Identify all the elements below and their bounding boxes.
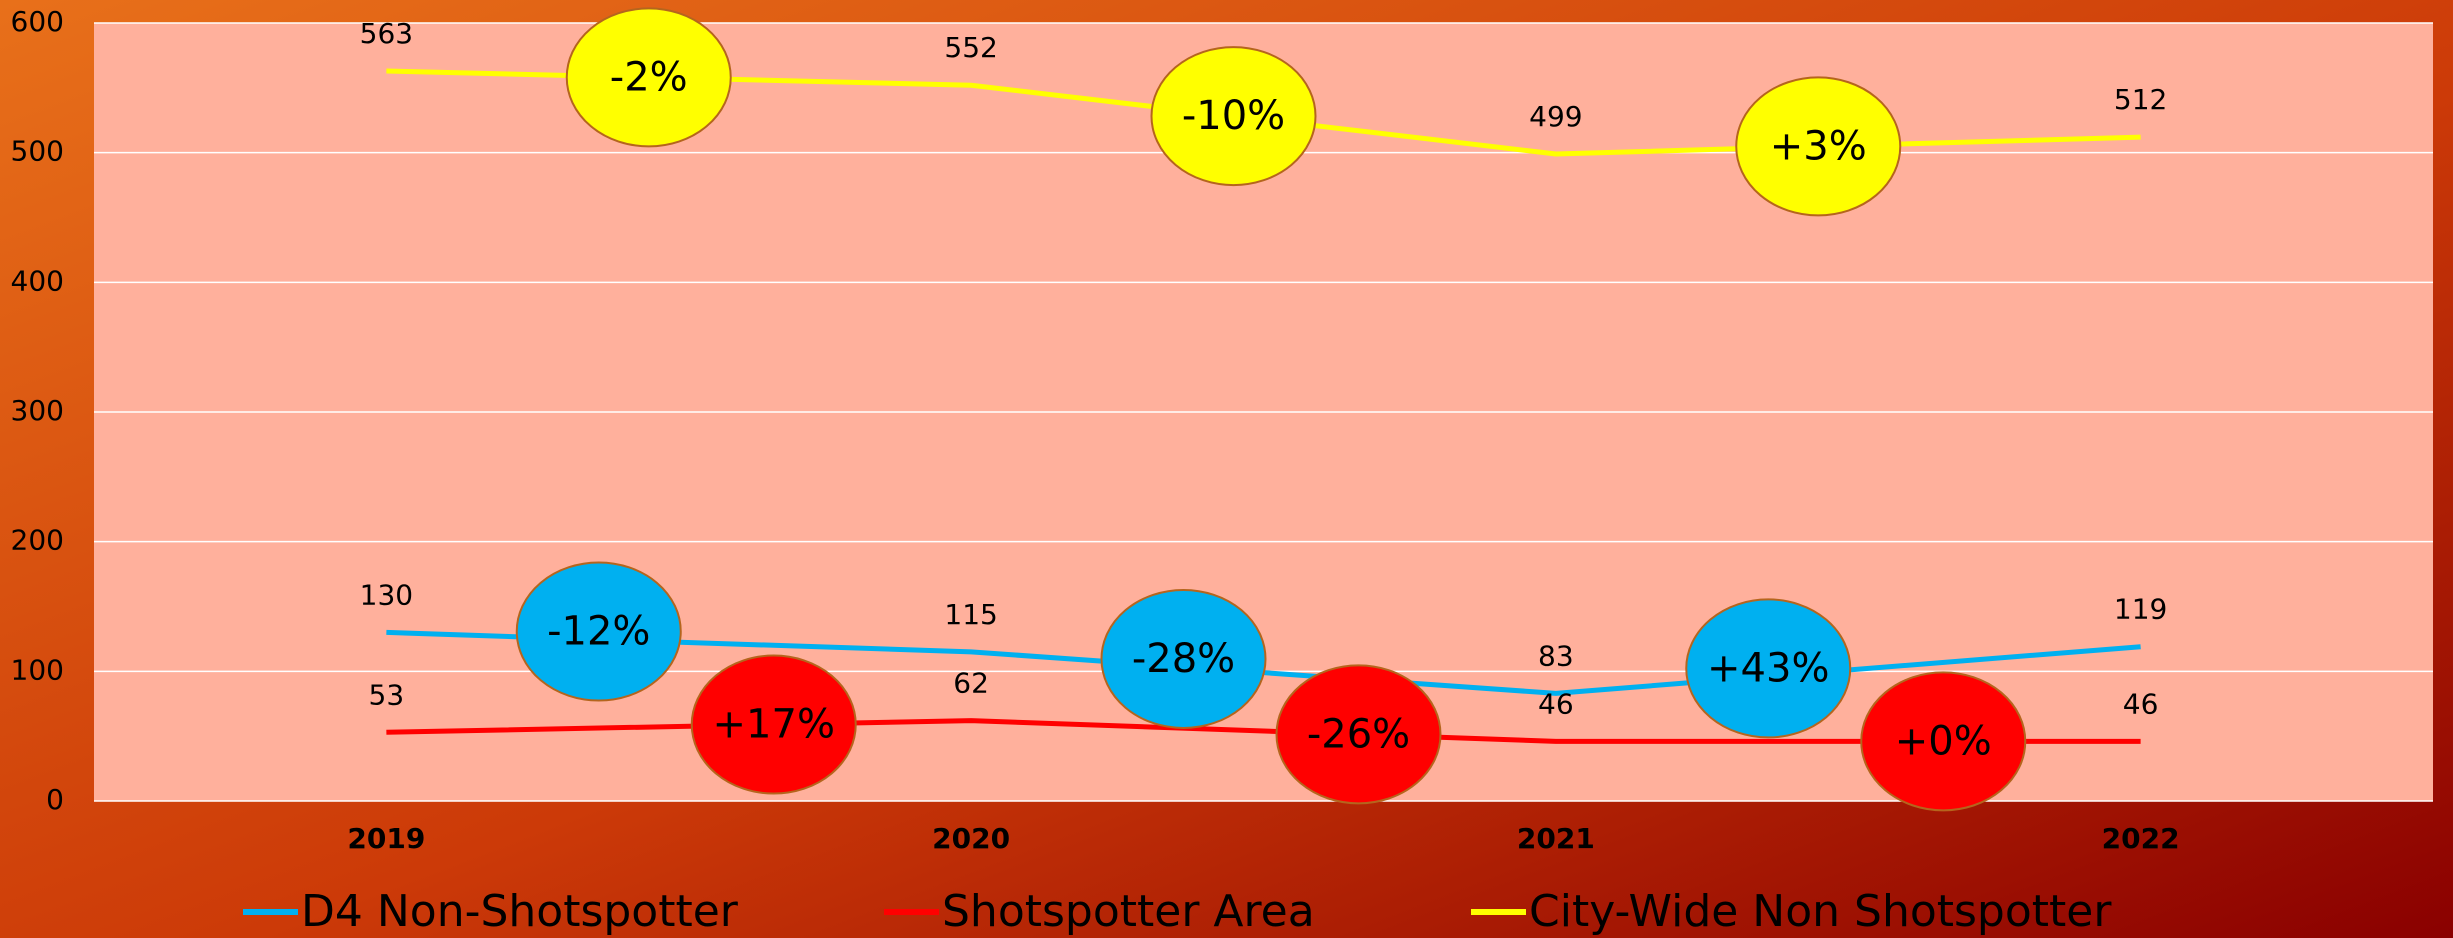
change-bubble [1275,664,1442,805]
data-label: 512 [2114,83,2167,116]
data-label: 46 [2123,687,2159,720]
change-label: -26% [1307,711,1410,757]
y-tick-label: 100 [11,653,64,686]
change-bubble [1735,76,1902,217]
x-tick-label: 2019 [347,822,425,855]
series-line [386,718,2141,744]
x-tick-label: 2020 [932,822,1010,855]
change-label: -12% [547,608,650,654]
change-bubble [565,7,732,148]
x-tick-label: 2021 [1517,822,1595,855]
data-label: 552 [944,31,997,64]
change-label: -28% [1132,636,1235,682]
change-label: -2% [610,54,688,100]
change-bubble [1685,598,1852,739]
y-tick-label: 0 [46,783,64,816]
x-tick-label: 2022 [2102,822,2180,855]
data-label: 563 [360,17,413,50]
data-label: 53 [369,678,405,711]
y-tick-label: 400 [11,264,64,297]
change-bubble [515,561,682,702]
y-tick-label: 500 [11,135,64,168]
data-label: 83 [1538,639,1574,672]
legend-label: D4 Non-Shotspotter [301,886,739,937]
change-bubble [690,654,857,795]
data-label: 130 [360,578,413,611]
change-label: +43% [1707,645,1829,691]
change-bubble [1150,46,1317,187]
y-tick-label: 600 [11,5,64,38]
change-label: -10% [1182,93,1285,139]
change-bubble [1100,588,1267,729]
change-bubble [1860,671,2027,812]
change-label: +3% [1770,123,1867,169]
change-label: +17% [713,702,835,748]
change-label: +0% [1895,718,1992,764]
data-label: 46 [1538,687,1574,720]
y-tick-label: 300 [11,394,64,427]
data-label: 119 [2114,593,2167,626]
y-tick-label: 200 [11,524,64,557]
legend-label: Shotspotter Area [942,886,1315,937]
legend-label: City-Wide Non Shotspotter [1529,886,2112,937]
data-label: 499 [1529,100,1582,133]
data-label: 115 [944,598,997,631]
data-label: 62 [953,667,989,700]
